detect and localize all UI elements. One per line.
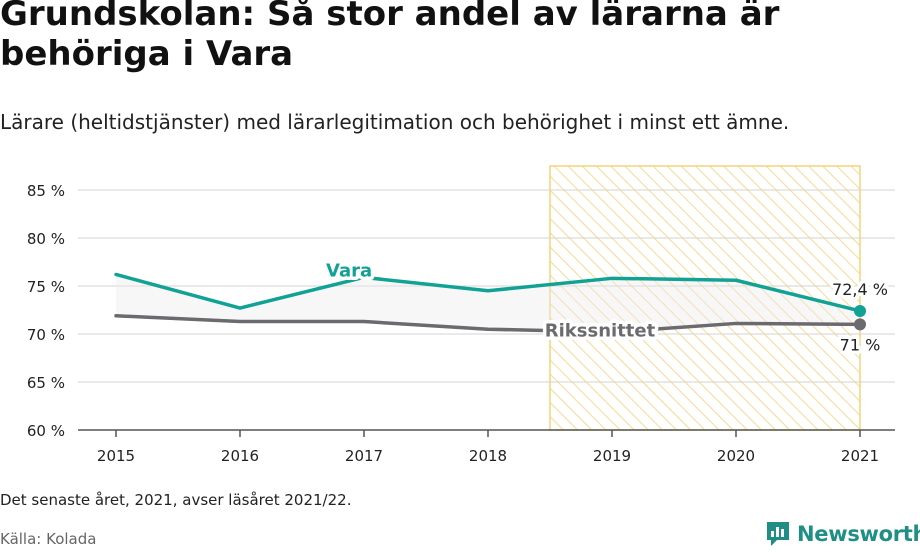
series-label-rikssnittet: Rikssnittet bbox=[545, 321, 656, 342]
y-tick-label: 75 % bbox=[27, 278, 65, 296]
y-tick-label: 80 % bbox=[27, 230, 65, 248]
end-point-vara bbox=[854, 304, 866, 317]
y-tick-label: 70 % bbox=[27, 326, 65, 344]
brand-name: Newsworthy bbox=[797, 522, 920, 546]
end-label-vara-halo: 72,4 % bbox=[832, 280, 888, 299]
bar-chart-icon bbox=[767, 522, 789, 546]
series-line-vara bbox=[114, 272, 862, 313]
series-line-rikssnittet bbox=[114, 314, 862, 334]
end-label-vara: 72,4 % bbox=[832, 280, 888, 299]
chart-source: Källa: Kolada bbox=[0, 530, 97, 548]
series-label-vara: Vara bbox=[326, 260, 372, 281]
y-tick-label: 65 % bbox=[27, 374, 65, 392]
page-title: Grundskolan: Så stor andel av lärarna är… bbox=[0, 0, 780, 74]
band-area bbox=[116, 274, 860, 333]
y-tick-label: 85 % bbox=[27, 182, 65, 200]
axes: 60 % 65 % 70 % 75 % 80 % 85 % 2015 2016 2017 2018… bbox=[27, 182, 895, 465]
y-tick-label: 60 % bbox=[27, 422, 65, 440]
chart-subtitle: Lärare (heltidstjänster) med lärarlegiti… bbox=[0, 110, 790, 134]
series-lines bbox=[114, 272, 866, 334]
end-label-rikssnittet-halo: 71 % bbox=[840, 335, 881, 354]
x-tick-label: 2016 bbox=[221, 447, 259, 465]
series-label-rikssnittet-halo: Rikssnittet bbox=[545, 321, 656, 342]
x-tick-label: 2021 bbox=[841, 447, 879, 465]
end-point-rikssnittet bbox=[854, 318, 866, 331]
series-label-vara-halo: Vara bbox=[326, 260, 372, 281]
brand-logo: Newsworthy bbox=[765, 518, 920, 550]
difference-band bbox=[116, 274, 860, 333]
x-tick-label: 2015 bbox=[97, 447, 135, 465]
x-tick-label: 2018 bbox=[469, 447, 507, 465]
chart-note: Det senaste året, 2021, avser läsåret 20… bbox=[0, 491, 352, 509]
line-chart: 60 % 65 % 70 % 75 % 80 % 85 % 2015 2016 2017 2018… bbox=[27, 165, 895, 465]
x-tick-label: 2020 bbox=[717, 447, 755, 465]
x-tick-label: 2017 bbox=[345, 447, 383, 465]
x-tick-label: 2019 bbox=[593, 447, 631, 465]
end-label-rikssnittet: 71 % bbox=[840, 335, 881, 354]
